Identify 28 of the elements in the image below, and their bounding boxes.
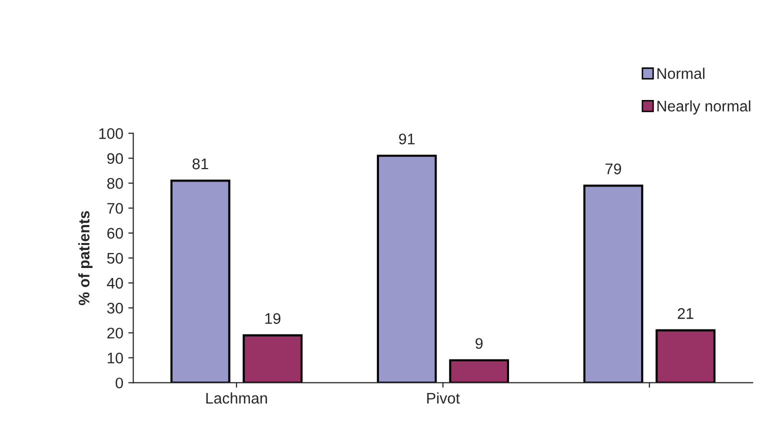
bar xyxy=(242,334,303,383)
y-tick-label: 50 xyxy=(107,252,123,264)
y-tick-label: 10 xyxy=(108,352,123,364)
y-tick-label: 40 xyxy=(106,278,123,289)
y-tick-label: 90 xyxy=(107,153,123,164)
bar xyxy=(170,180,230,383)
y-tick-label: 30 xyxy=(107,302,123,314)
legend-label: Normal xyxy=(657,68,704,79)
y-tick-label: 100 xyxy=(99,128,123,139)
bar xyxy=(376,154,437,383)
data-label: 21 xyxy=(678,308,694,319)
bar xyxy=(656,329,716,383)
y-tick-label: 80 xyxy=(107,178,123,189)
data-label: 79 xyxy=(606,164,622,174)
y-axis-title: % of patients xyxy=(78,211,93,306)
y-tick-label: 20 xyxy=(107,328,123,339)
legend-label: Nearly normal xyxy=(657,100,750,115)
data-label: 9 xyxy=(476,338,483,349)
x-tick-label: Pivot xyxy=(427,392,460,404)
y-tick-label: 0 xyxy=(116,378,123,388)
x-tick-label: Lachman xyxy=(206,392,267,404)
bar xyxy=(583,184,644,383)
data-label: 91 xyxy=(399,134,415,144)
bar xyxy=(449,359,510,383)
y-tick-label: 60 xyxy=(107,228,123,239)
data-label: 19 xyxy=(265,313,280,324)
y-tick-label: 70 xyxy=(107,202,123,214)
data-label: 81 xyxy=(192,158,208,170)
